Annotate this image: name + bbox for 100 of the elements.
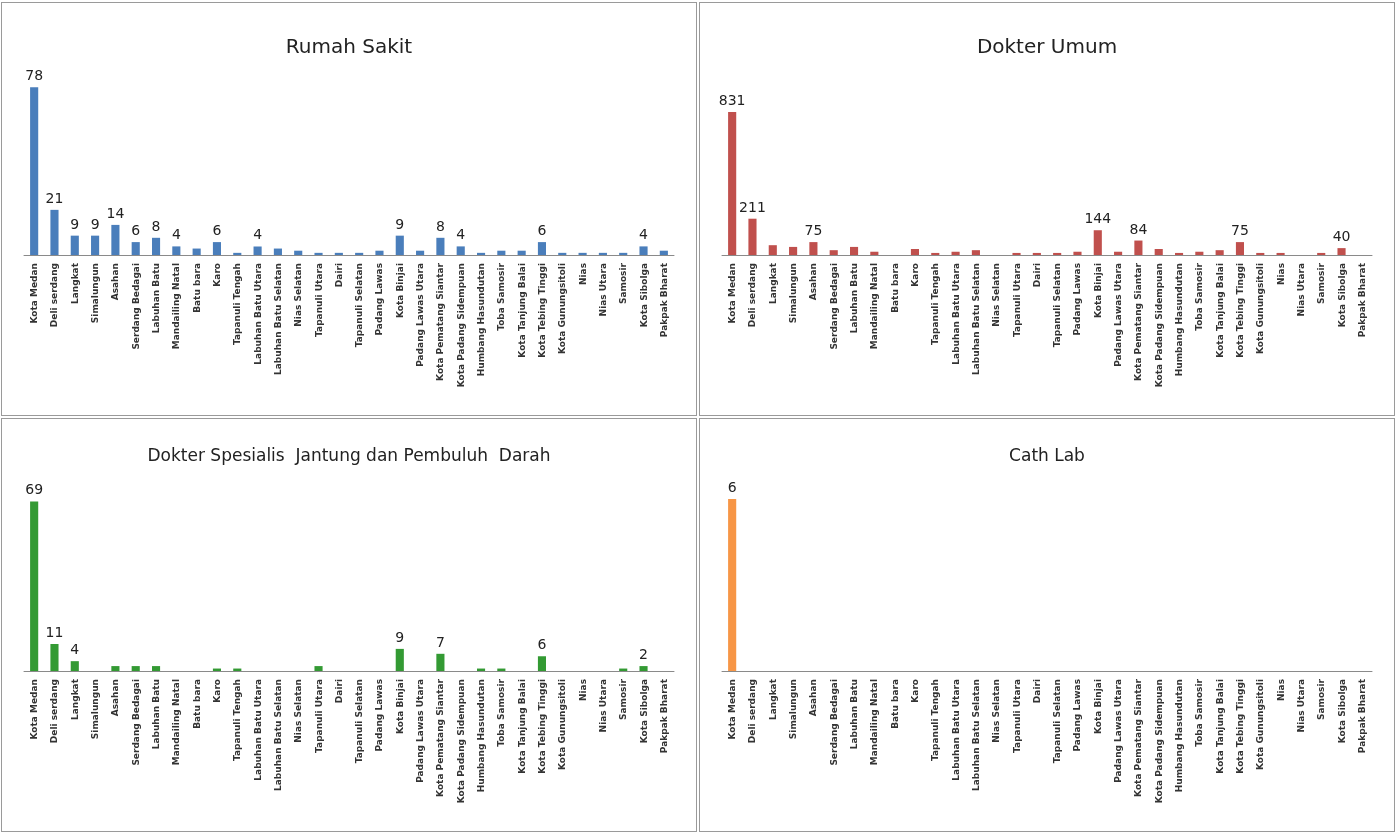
x-tick-label: Padang Lawas <box>374 263 385 336</box>
x-tick-label: Kota Gunungsitoli <box>1255 679 1266 771</box>
bar <box>212 242 222 255</box>
x-tick-label: Nias Selatan <box>293 263 304 327</box>
x-tick-label: Tapanuli Selatan <box>1052 679 1063 764</box>
bar <box>849 246 859 255</box>
bar <box>131 242 140 255</box>
bar <box>619 252 628 255</box>
x-tick-label: Deli serdang <box>747 263 758 328</box>
x-tick-label: Langkat <box>69 678 80 721</box>
x-tick-label: Labuhan Batu Selatan <box>272 679 283 791</box>
x-tick-label: Pakpak Bharat <box>658 262 669 338</box>
x-tick-label: Deli serdang <box>49 679 60 744</box>
x-tick-label: Batu bara <box>889 679 900 729</box>
x-tick-label: Labuhan Batu Selatan <box>272 263 283 375</box>
bar <box>476 252 486 255</box>
bar <box>151 237 161 255</box>
bar <box>395 648 404 671</box>
x-tick-label: Kota Medan <box>727 679 738 740</box>
x-tick-label: Tapanuli Tengah <box>232 263 243 346</box>
x-tick-label: Tapanuli Selatan <box>354 679 365 764</box>
data-label: 6 <box>131 222 141 239</box>
x-tick-label: Kota Medan <box>727 263 738 324</box>
bar <box>1073 251 1082 255</box>
x-tick-label: Tapanuli Selatan <box>1052 263 1063 348</box>
x-tick-label: Batu bara <box>191 679 202 729</box>
x-tick-label: Nias Selatan <box>293 679 304 743</box>
chart-title: Cath Lab <box>1009 444 1085 465</box>
bar <box>809 242 818 255</box>
x-tick-label: Mandailing Natal <box>171 263 182 350</box>
bar <box>598 252 607 255</box>
x-tick-label: Samosir <box>1316 678 1327 720</box>
x-tick-label: Samosir <box>618 262 629 304</box>
bar <box>416 250 425 255</box>
bar <box>659 250 668 255</box>
bar <box>639 666 648 671</box>
x-tick-label: Kota Tanjung Balai <box>1214 263 1225 358</box>
x-tick-label: Labuhan Batu <box>849 679 860 750</box>
x-tick-label: Karo <box>909 263 920 287</box>
x-tick-label: Labuhan Batu Utara <box>950 263 961 365</box>
x-tick-label: Kota Tanjung Balai <box>516 263 527 358</box>
bar <box>1134 240 1143 255</box>
bar <box>70 661 79 671</box>
x-tick-label: Karo <box>211 679 222 703</box>
bar <box>91 235 100 255</box>
x-tick-label: Pakpak Bharat <box>658 678 669 754</box>
bar <box>558 252 567 255</box>
x-tick-label: Labuhan Batu Selatan <box>970 263 981 375</box>
x-tick-label: Nias Selatan <box>991 263 1002 327</box>
x-tick-label: Labuhan Batu Utara <box>252 679 263 781</box>
data-label: 2 <box>639 646 648 663</box>
x-tick-label: Pakpak Bharat <box>1356 678 1367 754</box>
x-tick-label: Serdang Bedagai <box>130 263 141 350</box>
bar <box>253 246 262 255</box>
bar <box>273 248 282 255</box>
x-tick-label: Nias <box>1275 679 1286 702</box>
x-tick-label: Tapanuli Utara <box>1011 263 1022 337</box>
bar <box>355 252 364 255</box>
bar <box>931 252 940 255</box>
x-tick-label: Kota Tanjung Balai <box>1214 679 1225 774</box>
x-tick-label: Mandailing Natal <box>869 679 880 766</box>
bar <box>1174 252 1184 255</box>
x-tick-label: Kota Pematang Siantar <box>1133 262 1144 381</box>
bar <box>151 666 161 671</box>
data-label: 211 <box>739 198 766 215</box>
x-tick-label: Asahan <box>110 679 121 717</box>
bar <box>50 209 59 255</box>
data-label: 7 <box>435 633 445 650</box>
x-tick-label: Asahan <box>110 263 121 301</box>
x-tick-label: Asahan <box>808 263 819 301</box>
x-tick-label: Nias Utara <box>1295 679 1306 733</box>
bar <box>30 87 39 255</box>
x-tick-label: Deli serdang <box>49 263 60 328</box>
x-tick-label: Batu bara <box>889 263 900 313</box>
x-tick-label: Tapanuli Tengah <box>930 679 941 762</box>
data-label: 6 <box>537 222 547 239</box>
bar <box>1215 250 1224 255</box>
x-tick-label: Kota Tebing Tinggi <box>536 679 547 774</box>
bar <box>294 250 303 255</box>
x-tick-label: Labuhan Batu <box>849 263 860 334</box>
x-tick-label: Kota Padang Sidempuan <box>455 679 466 804</box>
x-tick-label: Humbang Hasundutan <box>1174 263 1185 377</box>
bar <box>1154 248 1163 255</box>
x-tick-label: Nias <box>577 263 588 286</box>
x-tick-label: Langkat <box>767 262 778 305</box>
bar <box>578 252 587 255</box>
bar <box>537 656 547 671</box>
x-tick-label: Tapanuli Utara <box>313 263 324 337</box>
x-tick-label: Labuhan Batu Selatan <box>970 679 981 791</box>
x-tick-label: Humbang Hasundutan <box>476 679 487 793</box>
x-tick-label: Simalungun <box>90 679 101 740</box>
data-label: 9 <box>90 215 100 232</box>
x-tick-label: Tapanuli Tengah <box>930 263 941 346</box>
x-tick-label: Padang Lawas Utara <box>1113 263 1124 367</box>
x-tick-label: Kota Tebing Tinggi <box>1234 263 1245 358</box>
x-tick-label: Kota Sibolga <box>1336 679 1347 744</box>
x-tick-label: Kota Sibolga <box>638 263 649 328</box>
bar <box>1053 252 1062 255</box>
x-tick-label: Padang Lawas <box>1072 263 1083 336</box>
x-tick-label: Padang Lawas Utara <box>1113 679 1124 783</box>
